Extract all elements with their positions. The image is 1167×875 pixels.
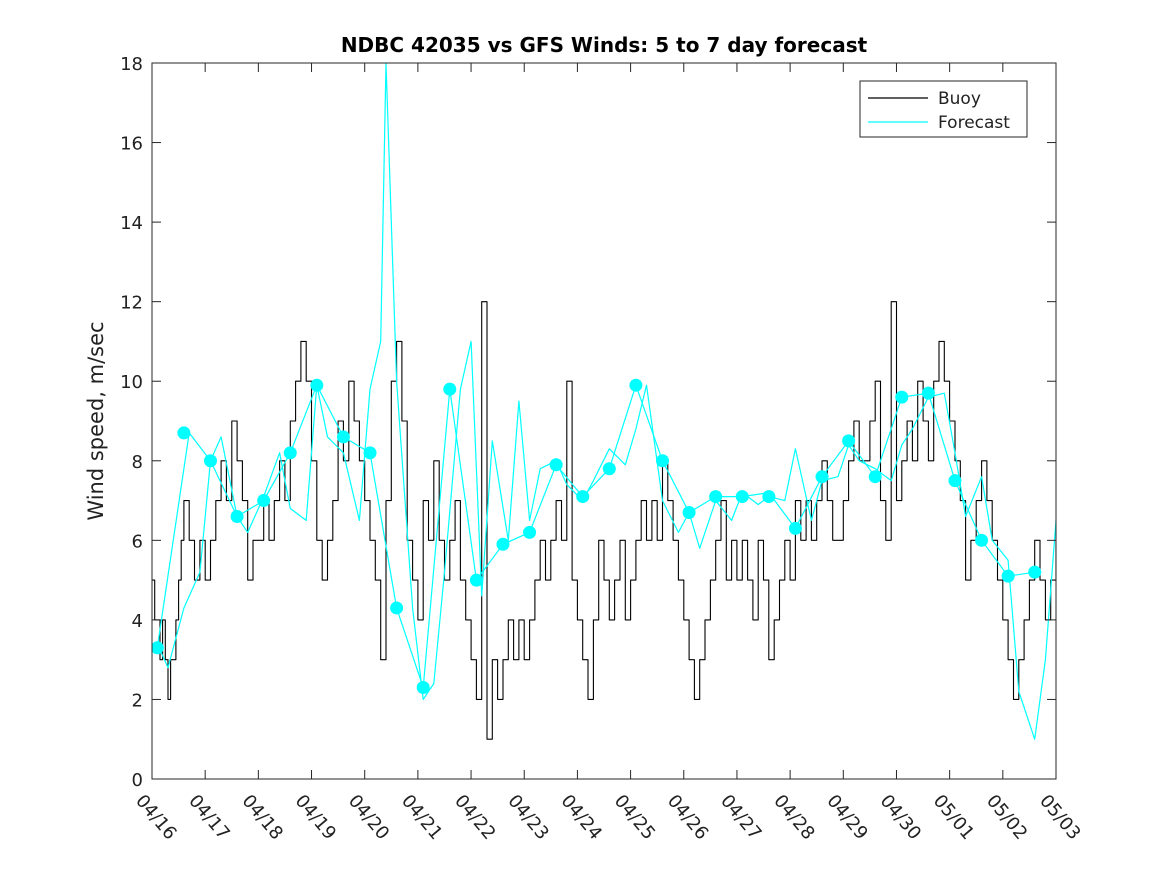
y-tick-label: 0 — [132, 770, 143, 791]
forecast-marker — [655, 454, 669, 468]
forecast-marker — [709, 490, 723, 504]
forecast-marker — [523, 525, 537, 539]
forecast-marker — [682, 505, 696, 519]
y-tick-label: 6 — [132, 531, 143, 552]
forecast-marker — [416, 681, 430, 695]
forecast-marker — [1001, 569, 1015, 583]
forecast-marker — [496, 537, 510, 551]
chart-title: NDBC 42035 vs GFS Winds: 5 to 7 day fore… — [341, 33, 868, 57]
y-tick-label: 12 — [120, 293, 143, 314]
legend-box — [859, 80, 1028, 138]
forecast-marker — [815, 470, 829, 484]
forecast-marker — [921, 386, 935, 400]
plot-area — [152, 63, 1056, 779]
forecast-marker — [762, 490, 776, 504]
y-axis-label: Wind speed, m/sec — [84, 321, 108, 520]
legend-entry-forecast: Forecast — [938, 113, 1010, 133]
forecast-marker — [735, 490, 749, 504]
forecast-marker — [975, 533, 989, 547]
forecast-marker — [363, 446, 377, 460]
forecast-marker — [203, 454, 217, 468]
plot-series-group — [152, 63, 1056, 740]
plot-background — [152, 63, 1056, 779]
series-line-forecast-1 — [156, 63, 1056, 740]
forecast-marker — [842, 434, 856, 448]
forecast-marker — [152, 641, 164, 655]
forecast-marker — [283, 446, 297, 460]
series-line-forecast-2 — [156, 384, 1035, 689]
y-tick-label: 10 — [120, 372, 143, 393]
forecast-marker — [257, 494, 271, 508]
forecast-marker — [549, 458, 563, 472]
forecast-marker — [948, 474, 962, 488]
legend-entry-buoy: Buoy — [938, 89, 981, 109]
y-tick-label: 4 — [132, 611, 143, 632]
forecast-marker — [868, 470, 882, 484]
forecast-marker — [230, 509, 244, 523]
y-tick-label: 14 — [120, 213, 143, 234]
y-tick-label: 18 — [120, 54, 143, 75]
forecast-marker — [310, 378, 324, 392]
series-line-buoy — [152, 301, 1056, 740]
forecast-marker — [443, 382, 457, 396]
forecast-marker — [576, 490, 590, 504]
y-tick-label: 2 — [132, 690, 143, 711]
axes-frame — [151, 62, 1057, 780]
forecast-marker — [390, 601, 404, 615]
forecast-marker — [602, 462, 616, 476]
forecast-marker — [469, 573, 483, 587]
legend: Buoy Forecast — [859, 80, 1028, 138]
forecast-marker — [629, 378, 643, 392]
y-tick-label: 8 — [132, 452, 143, 473]
forecast-marker — [788, 521, 802, 535]
y-tick-label: 16 — [120, 134, 143, 155]
forecast-marker — [895, 390, 909, 404]
forecast-marker — [177, 426, 191, 440]
forecast-marker — [1028, 565, 1042, 579]
forecast-marker — [336, 430, 350, 444]
